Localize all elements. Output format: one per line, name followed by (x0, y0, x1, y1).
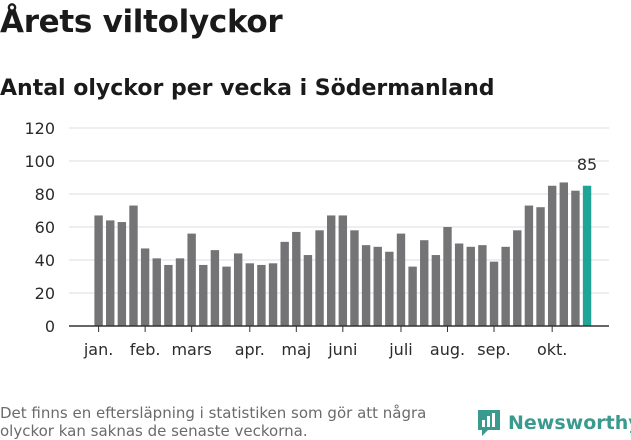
y-tick-label: 0 (45, 317, 55, 336)
y-tick-label: 120 (24, 119, 55, 138)
bar (164, 264, 173, 326)
bar (420, 240, 429, 326)
bar (396, 233, 406, 326)
bar (187, 233, 196, 326)
bar (292, 231, 301, 326)
bar (431, 255, 441, 326)
bar (524, 205, 534, 326)
bar (280, 241, 289, 326)
month-label: apr. (235, 340, 265, 359)
month-label: juli (388, 340, 412, 359)
bar (268, 263, 278, 326)
month-label: juni (327, 340, 357, 359)
y-tick-label: 60 (35, 218, 55, 237)
bar (210, 250, 220, 326)
bar (489, 261, 499, 326)
bar-chart: 0 20 40 60 80 100 120 85 jan. feb. mars apr. maj juni… (24, 119, 609, 359)
bar (233, 253, 243, 326)
bar (129, 205, 138, 326)
footnote: Det finns en eftersläpning i statistiken… (0, 404, 427, 440)
bar (257, 264, 266, 326)
y-tick-label: 40 (35, 251, 55, 270)
brand-logo: Newsworthy (476, 408, 631, 438)
bar (94, 215, 103, 326)
bar (478, 245, 487, 326)
bar (140, 248, 150, 326)
chart-subtitle: Antal olyckor per vecka i Södermanland (0, 76, 495, 101)
bar (513, 230, 522, 326)
bar-highlight (582, 185, 592, 326)
chart-title: Årets viltolyckor (0, 4, 283, 40)
bar (536, 207, 545, 326)
bar (350, 230, 359, 326)
bar (222, 266, 231, 326)
month-label: okt. (537, 340, 567, 359)
month-label: maj (281, 340, 311, 359)
bar (443, 227, 452, 326)
bar (559, 182, 568, 326)
y-tick-label: 80 (35, 185, 55, 204)
highlight-value-label: 85 (577, 155, 597, 174)
bar (373, 246, 382, 326)
brand-name: Newsworthy (508, 412, 631, 434)
bar (466, 246, 475, 326)
bar (327, 215, 336, 326)
bar (501, 246, 510, 326)
bar (408, 266, 417, 326)
month-label: mars (171, 340, 211, 359)
bar (385, 251, 394, 326)
bar (454, 243, 464, 326)
bar (152, 258, 161, 326)
bar (175, 258, 185, 326)
bar (361, 245, 371, 326)
y-tick-label: 100 (24, 152, 55, 171)
bar (245, 263, 254, 326)
y-tick-label: 20 (35, 284, 55, 303)
bar (303, 255, 313, 326)
month-label: sep. (477, 340, 510, 359)
newsworthy-logo-icon (478, 410, 500, 436)
bar (338, 215, 348, 326)
bar (571, 190, 580, 326)
month-label: aug. (430, 340, 465, 359)
bar (106, 220, 115, 326)
month-label: jan. (83, 340, 113, 359)
bar (547, 185, 557, 326)
bar (117, 222, 127, 326)
bar (199, 264, 208, 326)
bar (315, 230, 324, 326)
month-label: feb. (130, 340, 161, 359)
